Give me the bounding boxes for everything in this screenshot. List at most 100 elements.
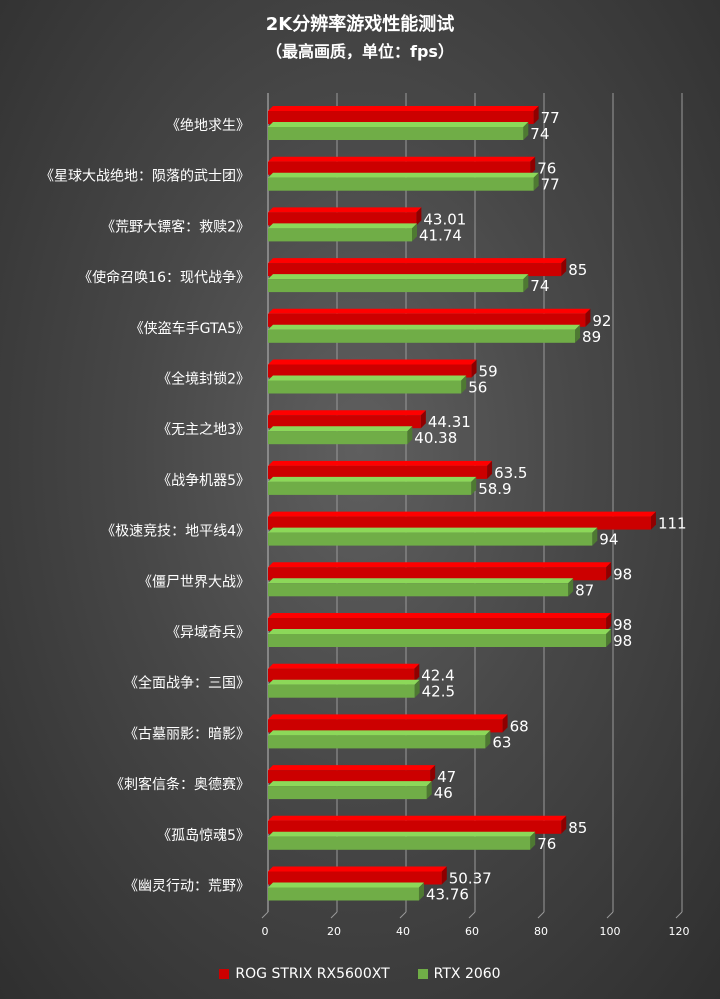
value-label: 59 xyxy=(479,363,498,381)
bar xyxy=(268,634,607,647)
bar-top-face xyxy=(268,730,491,736)
bar-side-face xyxy=(606,613,612,631)
bar xyxy=(268,279,524,293)
gridline-floor xyxy=(261,911,269,919)
bar xyxy=(268,871,442,885)
gridline-floor xyxy=(537,911,545,919)
bar-side-face xyxy=(575,324,581,343)
bar-side-face xyxy=(416,207,422,226)
gridline-floor xyxy=(675,911,683,919)
category-label: 《刺客信条：奥德赛》 xyxy=(110,776,250,793)
bar-top-face xyxy=(268,476,477,482)
bar xyxy=(268,161,531,175)
bar-top-face xyxy=(268,815,567,821)
bar-top-face xyxy=(268,359,477,365)
bar-top-face xyxy=(268,375,467,381)
value-label: 77 xyxy=(541,176,560,194)
bar-top-face xyxy=(268,223,418,229)
legend: ROG STRIX RX5600XT RTX 2060 xyxy=(0,966,720,982)
bar-side-face xyxy=(441,866,447,885)
bar-top-face xyxy=(268,613,612,618)
value-label: 58.9 xyxy=(478,480,511,498)
bar-side-face xyxy=(426,781,432,800)
value-label: 111 xyxy=(658,515,687,533)
legend-label-series-2: RTX 2060 xyxy=(433,966,501,982)
bar-top-face xyxy=(268,106,539,111)
bar-side-face xyxy=(461,375,467,394)
bar-side-face xyxy=(502,714,508,733)
bar-top-face xyxy=(268,679,420,685)
bar xyxy=(268,481,472,495)
bar-top-face xyxy=(268,511,656,517)
bar-top-face xyxy=(268,258,567,264)
category-label: 《无主之地3》 xyxy=(157,422,250,438)
category-label: 《全面战争：三国》 xyxy=(124,675,250,692)
bar-side-face xyxy=(606,562,612,581)
chart-subtitle: （最高画质，单位：fps） xyxy=(266,42,454,61)
gridline-floor xyxy=(606,911,614,919)
x-tick-label: 20 xyxy=(327,925,341,938)
value-label: 76 xyxy=(537,160,556,178)
value-label: 87 xyxy=(575,581,594,599)
bar xyxy=(268,380,462,394)
bar xyxy=(268,263,562,277)
bar-top-face xyxy=(268,426,413,432)
bar xyxy=(268,735,486,749)
bar xyxy=(268,212,417,226)
x-tick-label: 120 xyxy=(669,925,690,938)
gridline-floor xyxy=(468,911,476,919)
bar xyxy=(268,786,427,800)
value-label: 46 xyxy=(434,784,453,802)
bar-top-face xyxy=(268,172,539,178)
bar-top-face xyxy=(268,714,508,720)
value-label: 63 xyxy=(492,733,511,751)
bar xyxy=(268,820,562,834)
value-label: 98 xyxy=(613,565,632,583)
bar-top-face xyxy=(268,122,529,127)
bar xyxy=(268,567,607,581)
x-tick-label: 0 xyxy=(262,925,269,938)
bar-top-face xyxy=(268,527,598,533)
bar xyxy=(268,465,488,479)
value-label: 41.74 xyxy=(419,226,462,244)
bar xyxy=(268,719,503,733)
bar xyxy=(268,228,413,242)
bars xyxy=(268,106,656,901)
category-label: 《全境封锁2》 xyxy=(157,371,250,388)
gridline-floor xyxy=(399,911,407,919)
bar xyxy=(268,516,651,530)
category-label: 《极速竞技：地平线4》 xyxy=(101,523,250,540)
category-label: 《侠盗车手GTA5》 xyxy=(130,320,250,337)
x-tick-label: 100 xyxy=(600,925,621,938)
bar-side-face xyxy=(407,426,413,445)
bar xyxy=(268,532,593,546)
bar-side-face xyxy=(561,258,567,277)
bar-side-face xyxy=(533,172,539,191)
value-label: 98 xyxy=(613,616,632,634)
bar-top-face xyxy=(268,460,493,466)
bar-side-face xyxy=(533,106,539,124)
category-label: 《战争机器5》 xyxy=(157,473,250,489)
value-label: 98 xyxy=(613,632,632,650)
bar xyxy=(268,329,576,343)
bar xyxy=(268,583,569,597)
value-label: 42.5 xyxy=(422,683,455,701)
value-label: 94 xyxy=(599,531,618,549)
value-label: 43.01 xyxy=(423,210,466,228)
bar-top-face xyxy=(268,663,420,669)
value-label: 77 xyxy=(541,109,560,127)
bar-top-face xyxy=(268,410,426,416)
category-label: 《使命召唤16：现代战争》 xyxy=(78,269,250,286)
value-label: 42.4 xyxy=(421,667,454,685)
x-tick-label: 40 xyxy=(396,925,410,938)
legend-item-series-2: RTX 2060 xyxy=(417,966,501,982)
bar-side-face xyxy=(606,629,612,647)
bar xyxy=(268,415,421,429)
category-label: 《星球大战绝地：陨落的武士团》 xyxy=(40,169,250,185)
bar xyxy=(268,887,419,901)
value-label: 44.31 xyxy=(428,413,471,431)
bar-side-face xyxy=(487,460,493,479)
bar xyxy=(268,111,534,124)
category-label: 《幽灵行动：荒野》 xyxy=(124,879,250,895)
